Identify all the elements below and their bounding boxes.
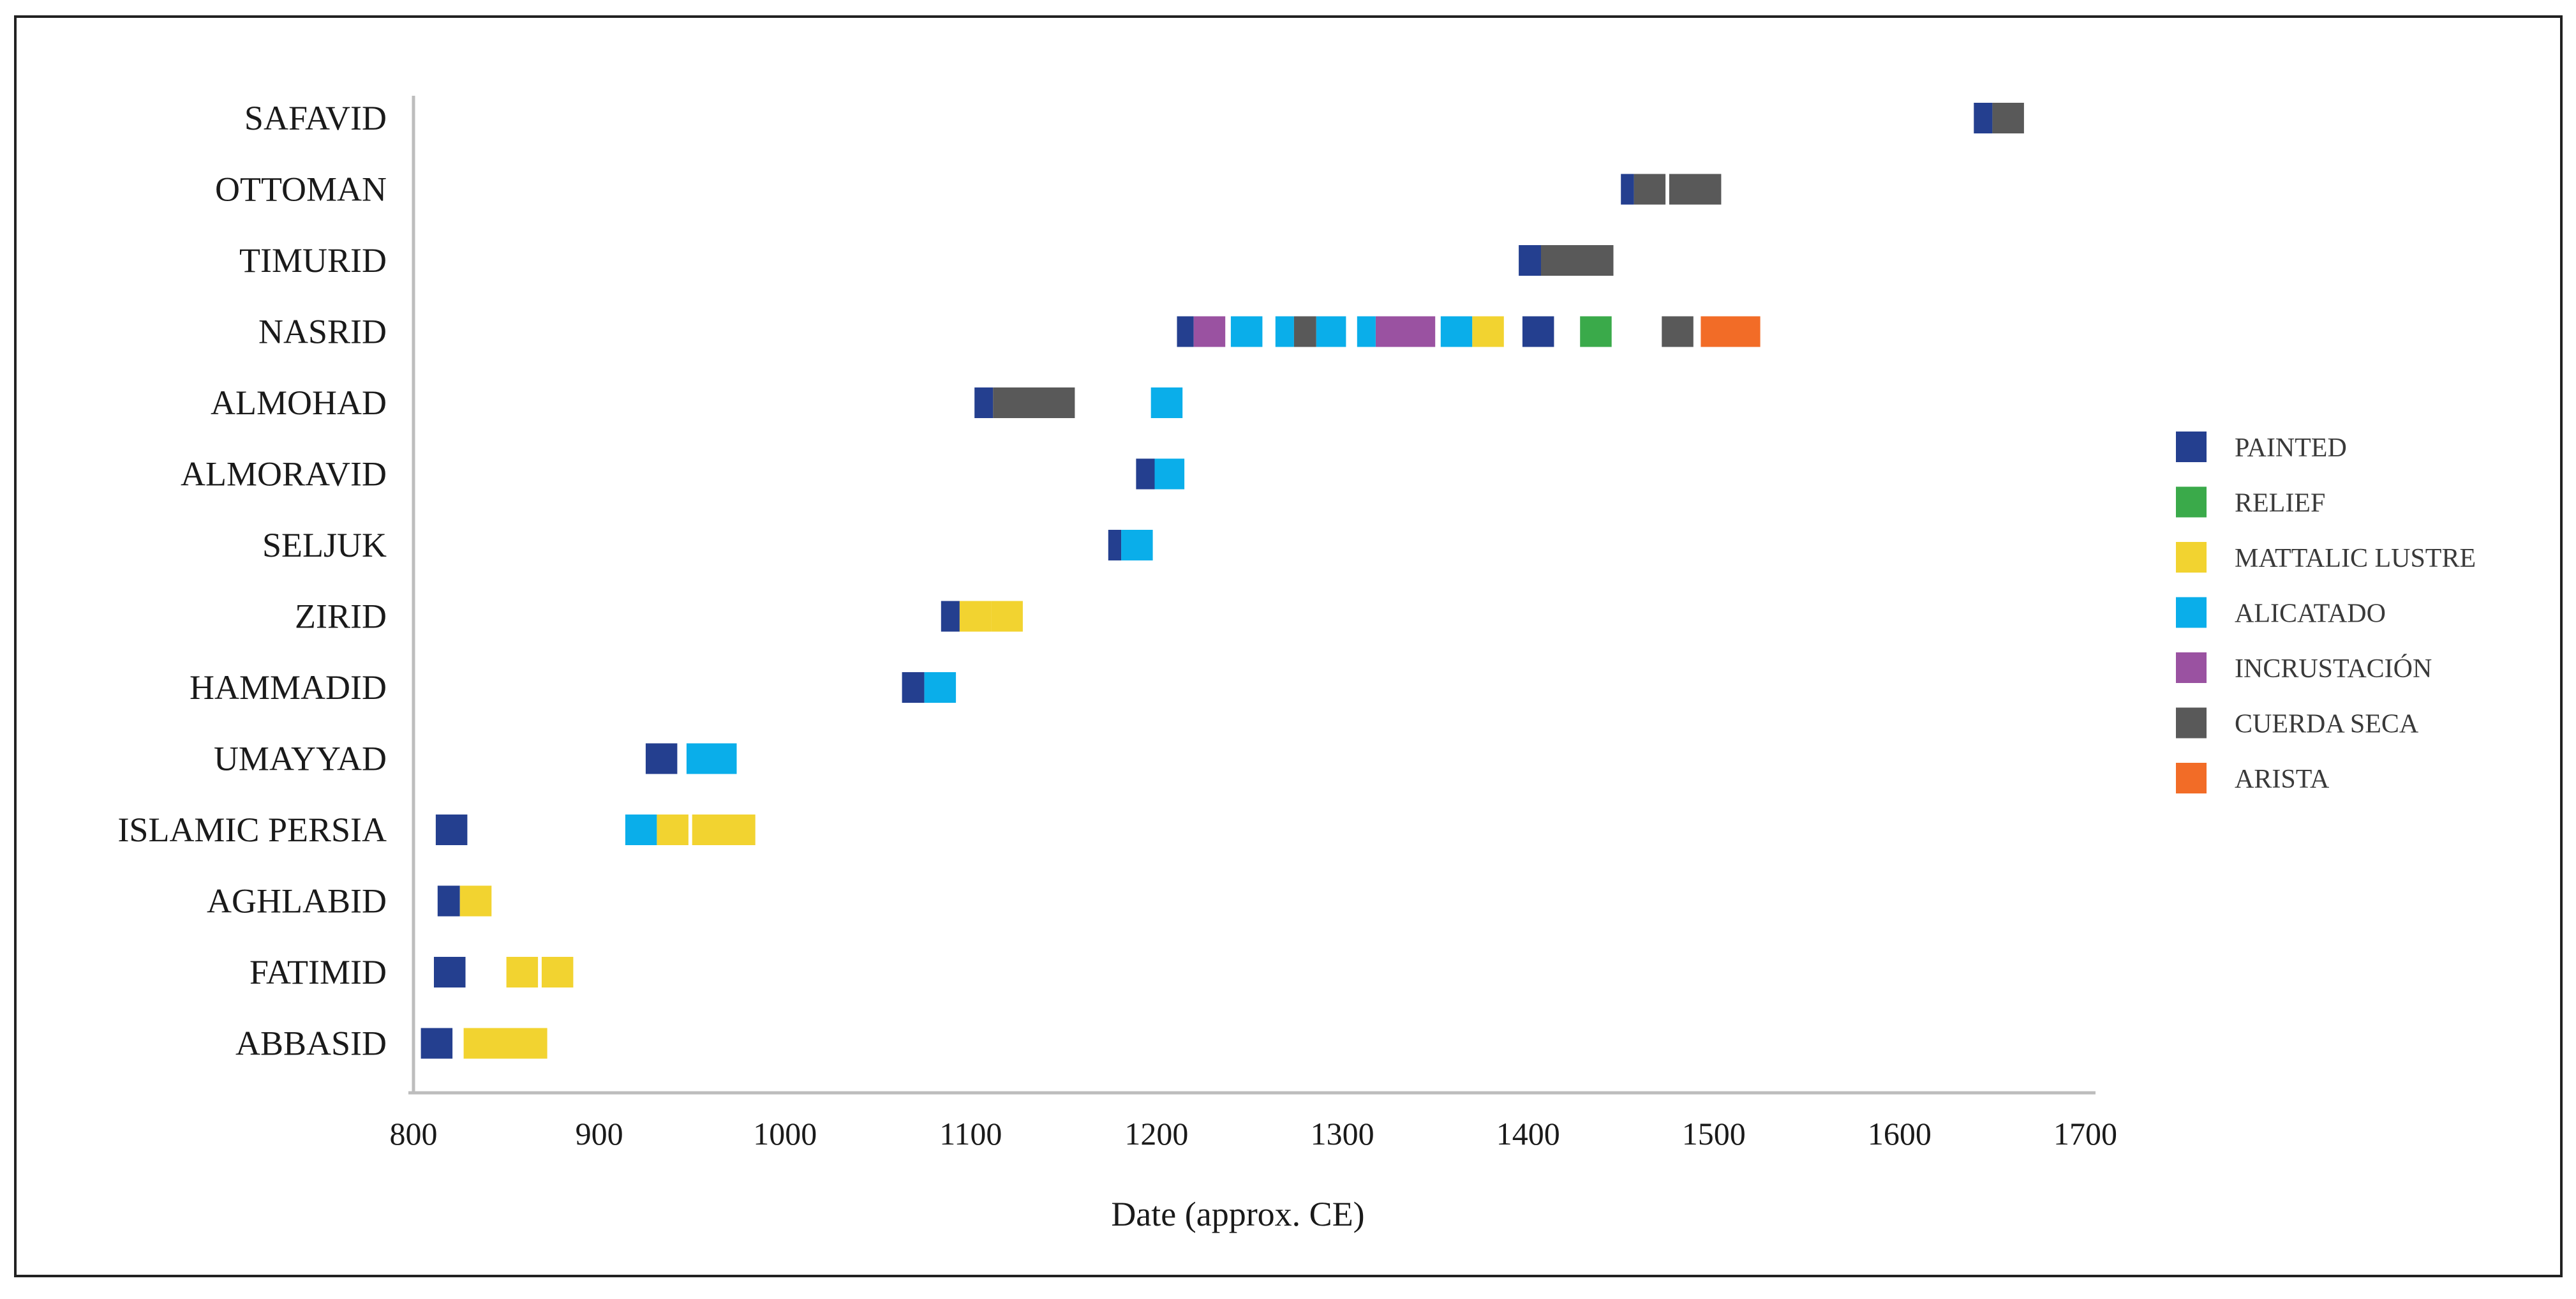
bar-nasrid-incrustaci-n-8: [1193, 316, 1226, 347]
bar-nasrid-alicatado-10: [1275, 316, 1294, 347]
bar-seljuk-alicatado-27: [1121, 530, 1153, 560]
legend-swatch-relief: [2176, 486, 2207, 518]
bar-islamic-persia-alicatado-36: [625, 815, 657, 845]
bar-nasrid-alicatado-9: [1230, 316, 1263, 347]
legend-label-alicatado: ALICATADO: [2235, 599, 2386, 629]
bar-aghlabid-painted-39: [437, 885, 460, 917]
legend-swatch-cuerda-seca: [2176, 707, 2207, 739]
bar-nasrid-painted-7: [1177, 316, 1194, 347]
category-label-umayyad: UMAYYAD: [214, 740, 387, 778]
bar-segments: [421, 103, 2024, 1059]
category-label-fatimid: FATIMID: [249, 953, 387, 991]
category-label-safavid: SAFAVID: [244, 99, 387, 137]
category-label-almohad: ALMOHAD: [211, 384, 387, 422]
legend-swatch-mattalic-lustre: [2176, 542, 2207, 573]
bar-umayyad-painted-33: [645, 743, 678, 774]
bar-aghlabid-mattalic-lustre-40: [459, 885, 492, 917]
category-label-islamic-persia: ISLAMIC PERSIA: [117, 811, 387, 849]
bar-nasrid-arista-20: [1701, 316, 1761, 347]
legend-label-cuerda-seca: CUERDA SECA: [2235, 710, 2419, 739]
bar-nasrid-mattalic-lustre-16: [1472, 316, 1504, 347]
x-tick-900: 900: [576, 1116, 623, 1152]
bar-timurid-painted-5: [1519, 245, 1541, 276]
bar-safavid-painted-0: [1974, 103, 1993, 133]
category-label-almoravid: ALMORAVID: [181, 455, 387, 493]
category-label-nasrid: NASRID: [258, 313, 387, 351]
bar-fatimid-mattalic-lustre-42: [506, 957, 539, 987]
category-label-timurid: TIMURID: [239, 241, 387, 280]
bar-almohad-cuerda-seca-22: [993, 387, 1075, 418]
category-label-ottoman: OTTOMAN: [215, 170, 387, 209]
bar-timurid-cuerda-seca-6: [1541, 245, 1614, 276]
bar-almohad-painted-21: [974, 387, 994, 418]
legend-swatch-alicatado: [2176, 597, 2207, 628]
x-tick-1400: 1400: [1496, 1116, 1560, 1152]
x-tick-1200: 1200: [1124, 1116, 1188, 1152]
legend-label-incrustaci-n: INCRUSTACIÓN: [2235, 654, 2432, 684]
bar-fatimid-painted-41: [434, 957, 466, 987]
bar-islamic-persia-painted-35: [435, 815, 468, 845]
bar-umayyad-alicatado-34: [686, 743, 737, 774]
category-labels: SAFAVID OTTOMAN TIMURID NASRID ALMOHAD ALMORA…: [117, 99, 387, 1063]
x-tick-800: 800: [390, 1116, 438, 1152]
bar-islamic-persia-mattalic-lustre-37: [657, 815, 689, 845]
bar-hammadid-painted-31: [902, 672, 925, 703]
bar-abbasid-painted-44: [421, 1028, 453, 1059]
bar-almoravid-alicatado-25: [1154, 458, 1185, 490]
legend-label-arista: ARISTA: [2235, 765, 2330, 794]
bar-nasrid-cuerda-seca-19: [1662, 316, 1694, 347]
x-tick-1000: 1000: [753, 1116, 817, 1152]
legend-swatch-incrustaci-n: [2176, 652, 2207, 683]
legend-swatch-arista: [2176, 763, 2207, 793]
x-tick-1700: 1700: [2053, 1116, 2117, 1152]
category-label-seljuk: SELJUK: [262, 526, 387, 564]
legend-swatch-painted: [2176, 432, 2207, 462]
bar-islamic-persia-mattalic-lustre-38: [692, 815, 756, 845]
x-tick-1500: 1500: [1682, 1116, 1746, 1152]
x-tick-labels: 800 900 1000 1100 1200 1300 1400 1500 1600 1700: [390, 1116, 2118, 1152]
x-tick-1300: 1300: [1311, 1116, 1374, 1152]
x-axis-title: Date (approx. CE): [1111, 1195, 1364, 1233]
legend-label-relief: RELIEF: [2235, 489, 2325, 518]
bar-zirid-mattalic-lustre-29: [959, 601, 992, 632]
category-label-zirid: ZIRID: [295, 597, 387, 636]
bar-nasrid-alicatado-12: [1316, 316, 1346, 347]
legend-label-mattalic-lustre: MATTALIC LUSTRE: [2235, 544, 2476, 573]
bar-zirid-mattalic-lustre-30: [991, 601, 1023, 632]
bar-nasrid-painted-17: [1522, 316, 1554, 347]
bar-seljuk-painted-26: [1108, 530, 1122, 560]
bar-ottoman-cuerda-seca-3: [1634, 174, 1666, 205]
bar-almohad-alicatado-23: [1150, 387, 1183, 418]
bar-abbasid-mattalic-lustre-45: [463, 1028, 547, 1059]
bar-nasrid-cuerda-seca-11: [1293, 316, 1316, 347]
figure-frame: [14, 15, 2563, 1277]
legend: PAINTED RELIEF MATTALIC LUSTRE ALICATADO INC…: [2176, 432, 2476, 794]
bar-fatimid-mattalic-lustre-43: [541, 957, 574, 987]
bar-zirid-painted-28: [941, 601, 960, 632]
x-tick-1100: 1100: [939, 1116, 1002, 1152]
x-tick-1600: 1600: [1868, 1116, 1932, 1152]
bar-safavid-cuerda-seca-1: [1992, 103, 2024, 133]
bar-nasrid-alicatado-15: [1440, 316, 1473, 347]
category-label-abbasid: ABBASID: [235, 1025, 387, 1063]
bar-almoravid-painted-24: [1136, 458, 1155, 490]
category-label-aghlabid: AGHLABID: [207, 882, 387, 920]
bar-hammadid-alicatado-32: [924, 672, 957, 703]
bar-ottoman-painted-2: [1621, 174, 1634, 205]
bar-nasrid-incrustaci-n-14: [1376, 316, 1436, 347]
bar-ottoman-cuerda-seca-4: [1669, 174, 1722, 205]
legend-label-painted: PAINTED: [2235, 433, 2347, 463]
bar-nasrid-alicatado-13: [1357, 316, 1376, 347]
category-label-hammadid: HAMMADID: [190, 668, 387, 707]
bar-nasrid-relief-18: [1580, 316, 1612, 347]
